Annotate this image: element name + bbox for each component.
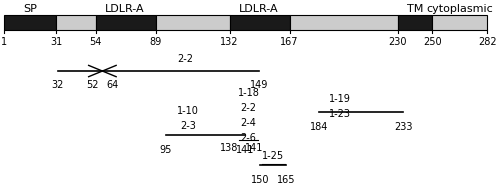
Text: 150: 150 [251, 175, 270, 185]
FancyBboxPatch shape [432, 15, 488, 30]
Text: 149: 149 [250, 80, 268, 91]
Text: 250: 250 [423, 37, 442, 47]
Text: 1-18: 1-18 [238, 88, 260, 98]
Text: 1-25: 1-25 [262, 152, 284, 162]
Text: TM: TM [407, 4, 424, 14]
Text: 138: 138 [220, 143, 238, 153]
FancyBboxPatch shape [290, 15, 398, 30]
FancyBboxPatch shape [230, 15, 290, 30]
FancyBboxPatch shape [56, 15, 96, 30]
Text: LDLR-A: LDLR-A [105, 4, 144, 14]
Text: 2-2: 2-2 [240, 103, 256, 113]
Text: 282: 282 [478, 37, 496, 47]
FancyBboxPatch shape [398, 15, 432, 30]
Text: 1-19: 1-19 [328, 94, 350, 104]
Text: 230: 230 [388, 37, 407, 47]
Text: 2-4: 2-4 [240, 118, 256, 128]
Text: SP: SP [24, 4, 37, 14]
Text: 89: 89 [150, 37, 162, 47]
Text: 141: 141 [245, 143, 264, 153]
FancyBboxPatch shape [96, 15, 156, 30]
Text: cytoplasmic: cytoplasmic [426, 4, 493, 14]
Text: 54: 54 [90, 37, 102, 47]
Text: 1-10: 1-10 [178, 106, 199, 116]
Text: 64: 64 [106, 80, 119, 91]
Text: LDLR-A: LDLR-A [239, 4, 279, 14]
Text: 95: 95 [160, 145, 172, 155]
FancyBboxPatch shape [156, 15, 230, 30]
Text: 132: 132 [220, 37, 239, 47]
Text: 32: 32 [52, 80, 64, 91]
Text: 2-2: 2-2 [178, 53, 194, 63]
Text: 141: 141 [236, 145, 254, 155]
FancyBboxPatch shape [4, 15, 56, 30]
Text: 167: 167 [280, 37, 299, 47]
Text: 2-3: 2-3 [180, 121, 196, 131]
Text: 233: 233 [394, 122, 412, 132]
Text: 2-6: 2-6 [240, 133, 256, 143]
Text: 165: 165 [277, 175, 295, 185]
Text: 184: 184 [310, 122, 328, 132]
Text: 1-23: 1-23 [328, 109, 350, 119]
Text: 31: 31 [50, 37, 62, 47]
Text: 1: 1 [2, 37, 8, 47]
Text: 52: 52 [86, 80, 99, 91]
